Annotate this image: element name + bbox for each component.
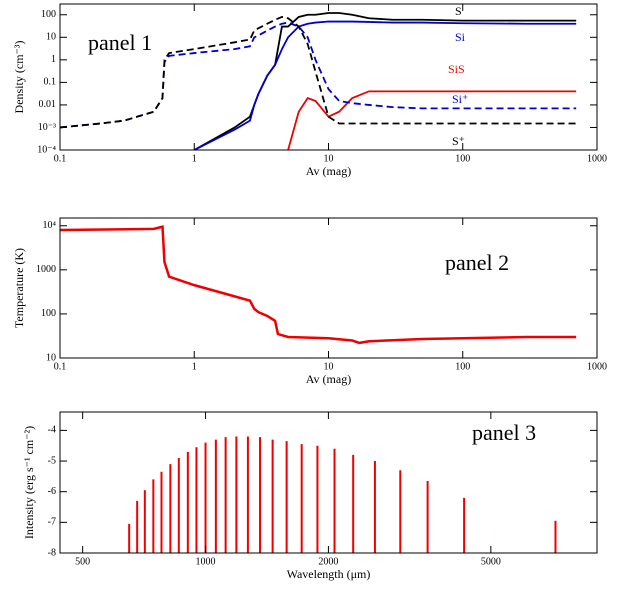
series-label: Si⁺ xyxy=(452,92,468,106)
x-tick-label: 10 xyxy=(324,153,334,164)
panel-label: panel 3 xyxy=(472,420,536,445)
x-tick-label: 100 xyxy=(455,361,470,372)
x-axis-label: Av (mag) xyxy=(306,372,351,386)
y-tick-label: -8 xyxy=(48,547,56,558)
x-tick-label: 500 xyxy=(75,556,90,567)
x-tick-label: 2000 xyxy=(318,556,338,567)
y-tick-label: 1000 xyxy=(36,264,56,275)
series-line xyxy=(193,12,577,150)
x-tick-label: 1000 xyxy=(587,361,607,372)
y-tick-label: 1 xyxy=(51,54,56,65)
series-line xyxy=(287,90,577,150)
x-tick-label: 1 xyxy=(192,153,197,164)
y-tick-label: 10⁻³ xyxy=(38,122,56,133)
x-axis-label: Av (mag) xyxy=(306,164,351,178)
x-tick-label: 1 xyxy=(192,361,197,372)
panel-label: panel 1 xyxy=(88,30,152,55)
y-tick-label: 100 xyxy=(41,9,56,20)
y-tick-label: 10⁴ xyxy=(43,220,57,231)
plot-frame xyxy=(59,3,598,151)
series-label: S⁺ xyxy=(452,134,465,148)
plot-area xyxy=(128,436,557,553)
series-label: S xyxy=(455,4,462,18)
y-tick-label: 10 xyxy=(46,32,56,43)
x-tick-label: 0.1 xyxy=(54,361,67,372)
y-tick-label: -5 xyxy=(48,455,56,466)
plot-frame xyxy=(59,217,598,359)
x-tick-label: 1000 xyxy=(587,153,607,164)
series-line xyxy=(60,225,577,345)
y-tick-label: 10 xyxy=(46,352,56,363)
series-line xyxy=(193,20,577,150)
x-tick-label: 0.1 xyxy=(54,153,67,164)
series-label: Si xyxy=(455,30,466,44)
y-tick-label: -4 xyxy=(48,425,56,436)
y-tick-label: 10⁻⁴ xyxy=(37,144,56,155)
x-tick-label: 1000 xyxy=(196,556,216,567)
y-tick-label: -6 xyxy=(48,486,56,497)
x-tick-label: 10 xyxy=(324,361,334,372)
y-tick-label: 100 xyxy=(41,308,56,319)
x-tick-label: 5000 xyxy=(481,556,501,567)
y-axis-label: Density (cm⁻³) xyxy=(12,41,26,114)
y-tick-label: 0.01 xyxy=(39,99,57,110)
y-tick-label: -7 xyxy=(48,517,56,528)
series-line xyxy=(60,21,577,129)
series-label: SiS xyxy=(448,62,465,76)
y-axis-label: Intensity (erg s⁻¹ cm⁻²) xyxy=(22,426,36,539)
panel-label: panel 2 xyxy=(445,250,509,275)
y-axis-label: Temperature (K) xyxy=(12,248,26,328)
series-line xyxy=(60,16,577,129)
x-axis-label: Wavelength (μm) xyxy=(287,567,371,581)
plot-area xyxy=(60,12,577,150)
plot-area xyxy=(60,225,577,345)
y-tick-label: 0.1 xyxy=(44,77,57,88)
plot-frame xyxy=(59,411,598,554)
x-tick-label: 100 xyxy=(455,153,470,164)
